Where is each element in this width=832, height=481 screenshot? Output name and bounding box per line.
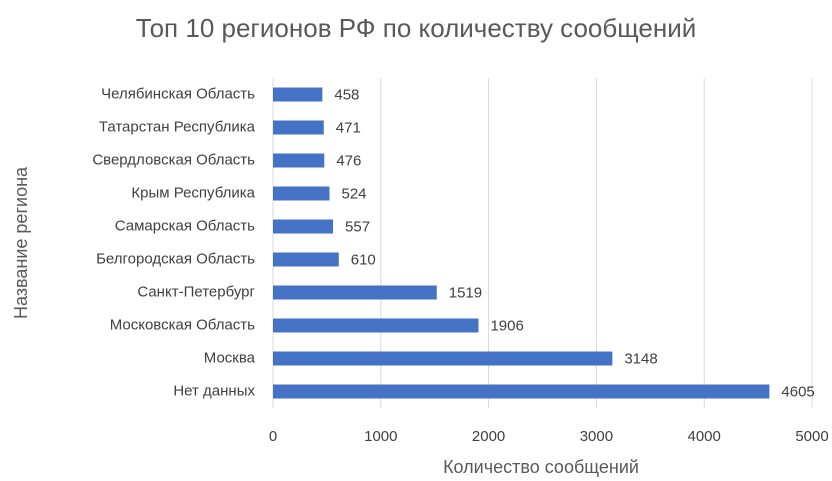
bar: [273, 87, 323, 102]
bar: [273, 219, 334, 234]
data-label: 476: [336, 152, 361, 169]
y-tick-label: Крым Республика: [131, 184, 255, 201]
y-tick-label: Москва: [204, 349, 256, 366]
data-label: 1906: [490, 317, 523, 334]
x-axis-title: Количество сообщений: [443, 457, 639, 477]
bar: [273, 252, 339, 267]
data-label: 458: [334, 86, 359, 103]
x-tick-label: 4000: [688, 428, 721, 445]
data-label: 1519: [449, 284, 482, 301]
data-label: 471: [336, 119, 361, 136]
y-tick-label: Самарская Область: [115, 217, 255, 234]
y-tick-label: Нет данных: [173, 382, 255, 399]
y-tick-label: Челябинская Область: [101, 85, 255, 102]
y-tick-label: Свердловская Область: [92, 151, 255, 168]
y-tick-label: Белгородская Область: [96, 250, 255, 267]
data-label: 4605: [781, 383, 814, 400]
bar: [273, 120, 324, 135]
bar: [273, 318, 479, 333]
y-tick-label: Московская Область: [110, 316, 255, 333]
data-label: 524: [341, 185, 366, 202]
data-label: 610: [351, 251, 376, 268]
x-tick-label: 3000: [580, 428, 613, 445]
data-label: 3148: [624, 350, 657, 367]
bar: [273, 153, 325, 168]
bar: [273, 384, 770, 399]
data-label: 557: [345, 218, 370, 235]
y-tick-label: Санкт-Петербург: [137, 283, 255, 300]
x-tick-label: 1000: [364, 428, 397, 445]
bar: [273, 186, 330, 201]
x-tick-label: 5000: [795, 428, 828, 445]
chart-title: Топ 10 регионов РФ по количеству сообщен…: [136, 13, 697, 43]
bar: [273, 285, 437, 300]
x-tick-label: 2000: [472, 428, 505, 445]
y-tick-label: Татарстан Республика: [99, 118, 256, 135]
x-tick-label: 0: [269, 428, 277, 445]
y-axis-title: Название региона: [11, 166, 31, 319]
bar: [273, 351, 613, 366]
